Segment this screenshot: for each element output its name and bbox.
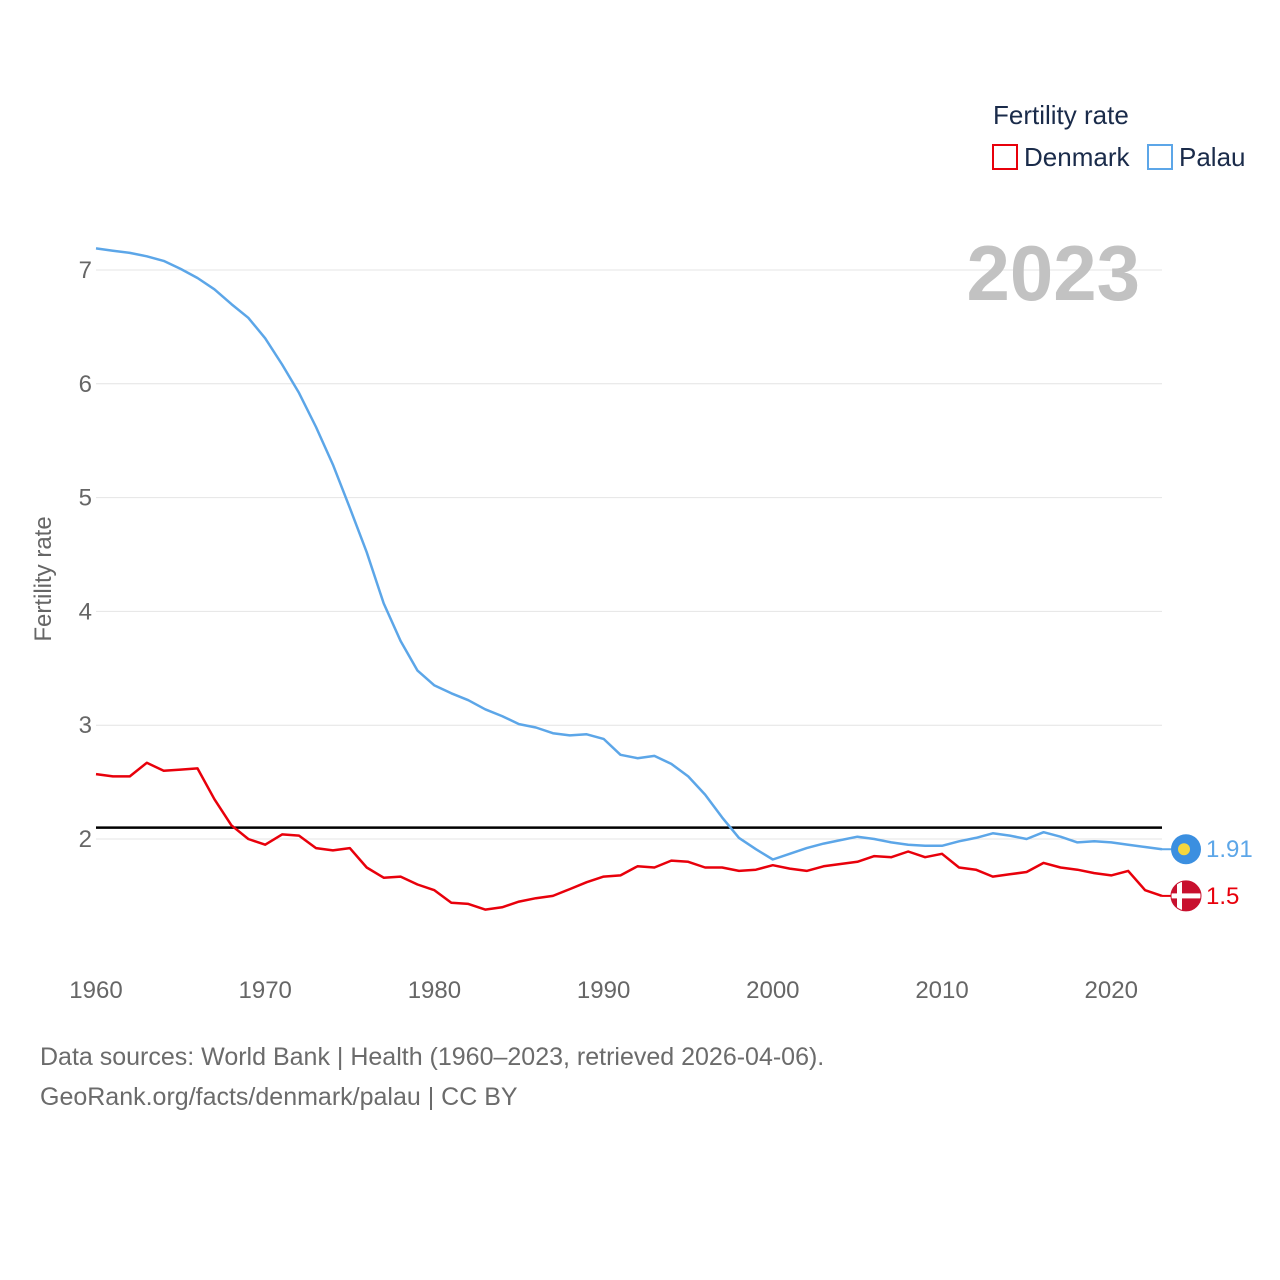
y-tick-4: 4 [79, 598, 92, 625]
year-label: 2023 [966, 229, 1140, 317]
legend-swatch-palau [1147, 144, 1173, 170]
y-tick-2: 2 [79, 826, 92, 853]
x-tick-2000: 2000 [746, 977, 799, 1004]
legend: Fertility rate Denmark Palau [992, 100, 1246, 172]
legend-swatch-denmark [992, 144, 1018, 170]
y-axis-ticks: 2 3 4 5 6 7 [79, 257, 92, 853]
y-tick-5: 5 [79, 485, 92, 512]
x-tick-1990: 1990 [577, 977, 630, 1004]
end-markers: 1.5 1.91 [1162, 834, 1253, 912]
y-tick-3: 3 [79, 712, 92, 739]
gridlines [96, 269, 1162, 840]
chart: 2 3 4 5 6 7 1960 1970 1980 1990 2000 2010 2020 Fert… [30, 100, 1253, 1004]
palau-flag-icon [1171, 834, 1201, 865]
y-tick-7: 7 [79, 257, 92, 284]
legend-item-denmark[interactable]: Denmark [992, 142, 1130, 172]
series-line-palau[interactable] [95, 247, 1163, 861]
x-tick-2010: 2010 [915, 977, 968, 1004]
denmark-flag-icon [1170, 880, 1202, 912]
footer-source: Data sources: World Bank | Health (1960–… [40, 1043, 825, 1071]
legend-title: Fertility rate [993, 100, 1129, 130]
series-lines [95, 247, 1163, 911]
y-tick-6: 6 [79, 371, 92, 398]
x-tick-2020: 2020 [1085, 977, 1138, 1004]
y-axis-label: Fertility rate [30, 516, 57, 641]
legend-item-palau[interactable]: Palau [1147, 142, 1246, 172]
legend-label-denmark: Denmark [1024, 142, 1130, 172]
series-line-denmark[interactable] [95, 761, 1163, 911]
x-tick-1960: 1960 [69, 977, 122, 1004]
footer-link[interactable]: GeoRank.org/facts/denmark/palau | CC BY [40, 1083, 518, 1111]
end-label-denmark: 1.5 [1206, 883, 1239, 910]
legend-label-palau: Palau [1179, 142, 1246, 172]
x-axis-ticks: 1960 1970 1980 1990 2000 2010 2020 [69, 977, 1138, 1004]
end-label-palau: 1.91 [1206, 836, 1253, 863]
x-tick-1970: 1970 [239, 977, 292, 1004]
x-tick-1980: 1980 [408, 977, 461, 1004]
